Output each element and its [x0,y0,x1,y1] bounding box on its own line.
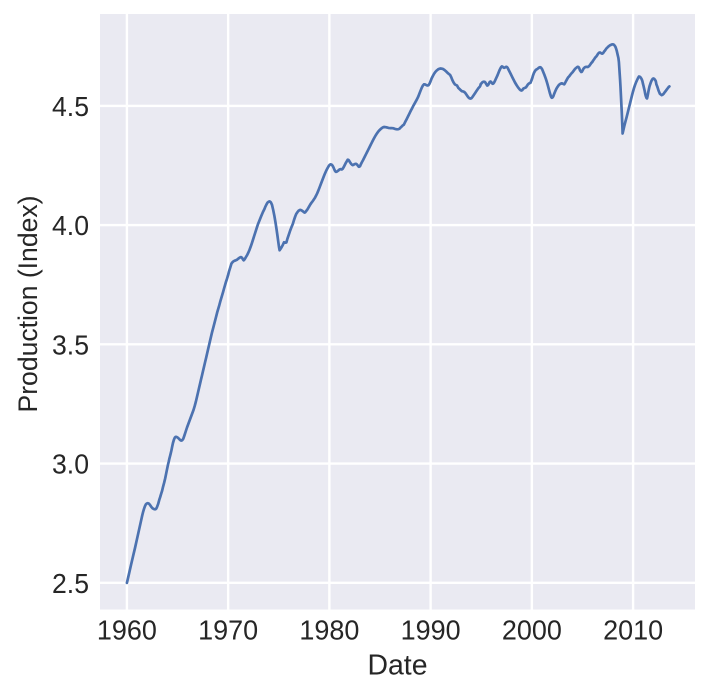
svg-text:2.5: 2.5 [52,568,89,599]
svg-text:Date: Date [368,650,428,682]
svg-text:2000: 2000 [502,614,562,645]
svg-text:Production (Index): Production (Index) [13,196,43,413]
svg-text:1990: 1990 [401,614,461,645]
svg-text:1970: 1970 [198,614,258,645]
svg-text:1980: 1980 [299,614,359,645]
svg-text:4.0: 4.0 [52,210,89,241]
svg-text:3.5: 3.5 [52,329,89,360]
svg-text:1960: 1960 [97,614,157,645]
svg-text:2010: 2010 [603,614,663,645]
svg-text:3.0: 3.0 [52,449,89,480]
svg-text:4.5: 4.5 [52,91,89,122]
